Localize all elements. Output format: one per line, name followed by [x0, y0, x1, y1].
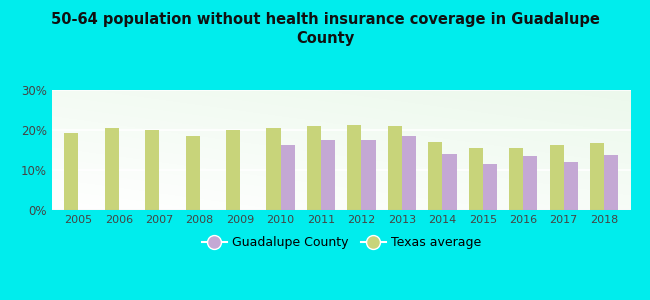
- Bar: [347, 125, 361, 210]
- Bar: [469, 148, 483, 210]
- Bar: [145, 130, 159, 210]
- Bar: [388, 126, 402, 210]
- Text: 50-64 population without health insurance coverage in Guadalupe
County: 50-64 population without health insuranc…: [51, 12, 599, 46]
- Bar: [428, 142, 443, 210]
- Bar: [509, 148, 523, 210]
- Bar: [523, 156, 538, 210]
- Bar: [402, 136, 416, 210]
- Bar: [307, 126, 321, 210]
- Bar: [443, 154, 456, 210]
- Bar: [281, 145, 294, 210]
- Bar: [226, 130, 240, 210]
- Bar: [64, 133, 78, 210]
- Bar: [483, 164, 497, 210]
- Bar: [321, 140, 335, 210]
- Bar: [550, 145, 564, 210]
- Bar: [105, 128, 119, 210]
- Bar: [266, 128, 281, 210]
- Bar: [361, 140, 376, 210]
- Bar: [590, 143, 605, 210]
- Legend: Guadalupe County, Texas average: Guadalupe County, Texas average: [196, 231, 486, 254]
- Bar: [604, 155, 618, 210]
- Bar: [185, 136, 200, 210]
- Bar: [564, 162, 578, 210]
